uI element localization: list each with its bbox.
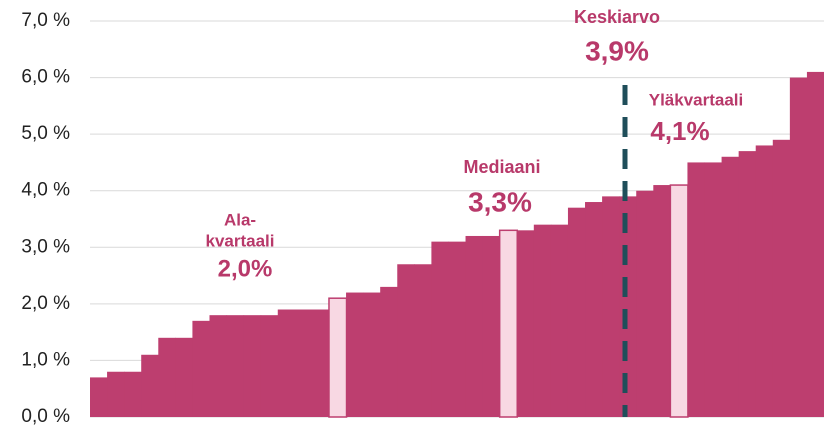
bar xyxy=(619,196,637,417)
bar xyxy=(687,162,706,417)
bar xyxy=(90,377,108,417)
y-tick-label: 2,0 % xyxy=(21,293,70,314)
bar xyxy=(226,315,245,417)
bar xyxy=(380,286,398,417)
annotation: Ala- xyxy=(224,210,256,229)
bar xyxy=(414,264,432,417)
y-tick-label: 0,0 % xyxy=(21,406,70,427)
bar xyxy=(465,235,484,417)
bar xyxy=(141,354,159,417)
y-tick-label: 6,0 % xyxy=(21,67,70,88)
bars xyxy=(90,71,824,418)
annotation: 2,0% xyxy=(218,255,273,282)
bar xyxy=(533,224,552,417)
bar xyxy=(311,309,330,417)
bar xyxy=(585,202,603,417)
y-tick-label: 7,0 % xyxy=(21,10,70,31)
y-tick-label: 3,0 % xyxy=(21,236,70,257)
bar xyxy=(669,184,689,418)
annotation: 4,1% xyxy=(650,116,709,146)
bar xyxy=(192,320,210,417)
bar xyxy=(363,292,381,417)
bar xyxy=(158,337,176,417)
bar xyxy=(738,151,757,417)
bar xyxy=(346,292,364,417)
annotation: Mediaani xyxy=(463,157,540,177)
annotation: kvartaali xyxy=(206,231,275,250)
bar xyxy=(755,145,774,417)
bar xyxy=(550,224,569,417)
bar xyxy=(806,71,824,418)
bar xyxy=(653,185,671,417)
bar xyxy=(243,315,262,417)
bar xyxy=(175,337,193,417)
bar xyxy=(209,315,228,417)
bar xyxy=(789,77,808,418)
bar xyxy=(124,371,142,417)
annotation: Yläkvartaali xyxy=(649,90,744,109)
bar xyxy=(516,230,535,417)
bar xyxy=(721,156,740,417)
bar xyxy=(498,229,518,418)
bar xyxy=(328,297,348,418)
bar xyxy=(772,139,791,418)
bar xyxy=(602,196,620,417)
y-tick-label: 1,0 % xyxy=(21,349,70,370)
annotation: 3,9% xyxy=(585,35,649,66)
bar xyxy=(567,207,586,417)
y-tick-label: 5,0 % xyxy=(21,123,70,144)
y-tick-label: 4,0 % xyxy=(21,180,70,201)
bar xyxy=(294,309,313,417)
bar xyxy=(482,235,501,417)
bar xyxy=(260,315,279,417)
bar xyxy=(448,241,467,417)
bar xyxy=(704,162,723,417)
bar xyxy=(636,190,654,417)
bar xyxy=(277,309,296,417)
annotation: 3,3% xyxy=(468,186,532,217)
bar xyxy=(397,264,415,417)
annotation: Keskiarvo xyxy=(574,7,660,27)
bar xyxy=(107,371,125,417)
bar xyxy=(431,241,449,417)
